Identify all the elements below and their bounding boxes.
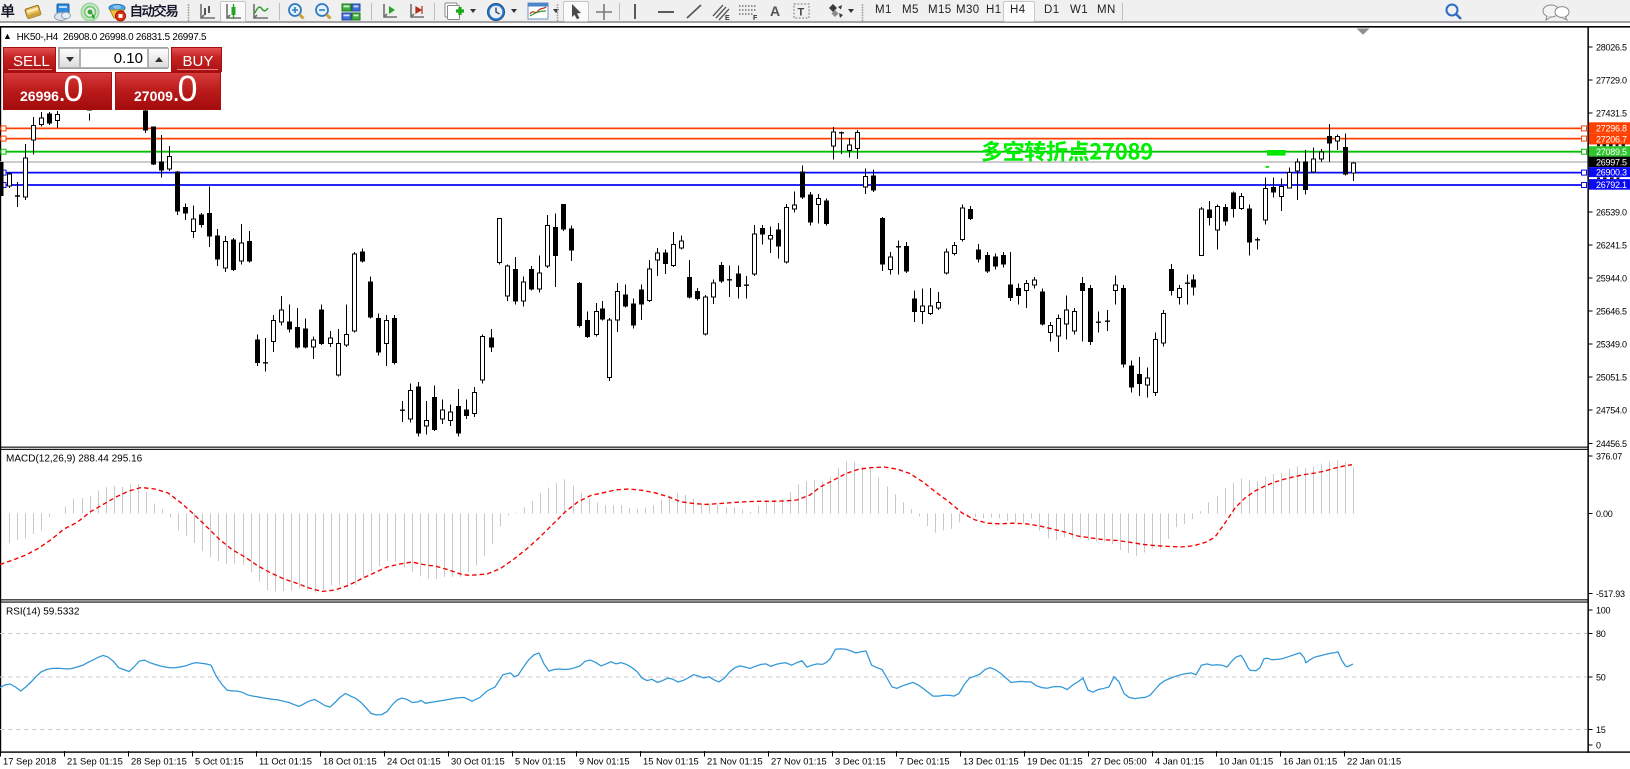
svg-text:27206.7: 27206.7 [1596,135,1627,145]
svg-text:0.00: 0.00 [1596,509,1613,519]
svg-text:10 Jan 01:15: 10 Jan 01:15 [1219,756,1273,767]
svg-text:27 Nov 01:15: 27 Nov 01:15 [771,756,827,767]
svg-text:0: 0 [1596,741,1601,751]
svg-text:5 Oct 01:15: 5 Oct 01:15 [195,756,243,767]
svg-text:24 Oct 01:15: 24 Oct 01:15 [387,756,441,767]
svg-text:11 Oct 01:15: 11 Oct 01:15 [259,756,312,767]
svg-text:80: 80 [1596,629,1606,639]
svg-text:26997.5: 26997.5 [1596,157,1627,167]
svg-text:22 Jan 01:15: 22 Jan 01:15 [1347,756,1401,767]
svg-text:15: 15 [1596,725,1606,735]
svg-text:26792.1: 26792.1 [1596,180,1627,190]
svg-text:9 Nov 01:15: 9 Nov 01:15 [579,756,630,767]
svg-text:7 Dec 01:15: 7 Dec 01:15 [899,756,950,767]
svg-text:26539.0: 26539.0 [1596,208,1627,218]
svg-text:17 Sep 2018: 17 Sep 2018 [3,756,56,767]
svg-text:T: T [798,7,805,19]
svg-text:27089.5: 27089.5 [1596,147,1627,157]
svg-text:26900.3: 26900.3 [1596,168,1627,178]
svg-text:F: F [753,15,758,22]
svg-text:3 Dec 01:15: 3 Dec 01:15 [835,756,886,767]
svg-text:RSI(14) 59.5332: RSI(14) 59.5332 [6,606,80,617]
svg-text:MACD(12,26,9) 288.44 295.16: MACD(12,26,9) 288.44 295.16 [6,453,143,464]
svg-text:30 Oct 01:15: 30 Oct 01:15 [451,756,505,767]
svg-text:28026.5: 28026.5 [1596,43,1627,53]
svg-text:100: 100 [1596,606,1611,616]
svg-text:27296.8: 27296.8 [1596,124,1627,134]
svg-text:25349.0: 25349.0 [1596,340,1627,350]
svg-text:28 Sep 01:15: 28 Sep 01:15 [131,756,187,767]
svg-text:25051.5: 25051.5 [1596,373,1627,383]
svg-text:19 Dec 01:15: 19 Dec 01:15 [1027,756,1083,767]
svg-text:24456.5: 24456.5 [1596,439,1627,449]
svg-text:26241.5: 26241.5 [1596,241,1627,251]
svg-text:-517.93: -517.93 [1596,589,1625,599]
svg-text:15 Nov 01:15: 15 Nov 01:15 [643,756,699,767]
svg-text:13 Dec 01:15: 13 Dec 01:15 [963,756,1019,767]
svg-text:50: 50 [1596,673,1606,683]
svg-text:4 Jan 01:15: 4 Jan 01:15 [1155,756,1204,767]
svg-text:16 Jan 01:15: 16 Jan 01:15 [1283,756,1337,767]
svg-text:18 Oct 01:15: 18 Oct 01:15 [323,756,377,767]
svg-text:27431.5: 27431.5 [1596,109,1627,119]
svg-text:E: E [725,15,730,22]
svg-text:21 Sep 01:15: 21 Sep 01:15 [67,756,123,767]
svg-text:376.07: 376.07 [1596,452,1622,462]
svg-text:24754.0: 24754.0 [1596,406,1627,416]
svg-text:27 Dec 05:00: 27 Dec 05:00 [1091,756,1147,767]
svg-text:21 Nov 01:15: 21 Nov 01:15 [707,756,763,767]
svg-text:25646.5: 25646.5 [1596,307,1627,317]
svg-text:27729.0: 27729.0 [1596,76,1627,86]
svg-text:25944.0: 25944.0 [1596,274,1627,284]
svg-text:5 Nov 01:15: 5 Nov 01:15 [515,756,566,767]
